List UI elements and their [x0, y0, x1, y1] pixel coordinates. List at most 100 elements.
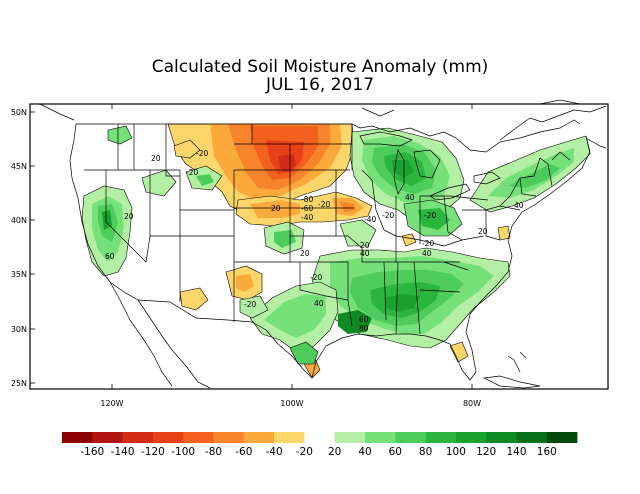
canada-coast-north — [39, 103, 395, 121]
wet-region-michigan-core — [392, 160, 414, 178]
wet-region-kansas-core — [274, 230, 296, 248]
contour-labels: 20 -20 -20 20 60 -80 -60 -40 -20 -40 -20… — [105, 149, 524, 333]
colorbar-swatch — [546, 432, 578, 443]
colorbar-label: -160 — [80, 446, 104, 458]
lake-erie — [429, 183, 471, 201]
bahamas-outline — [507, 351, 527, 373]
wet-region-louisiana — [338, 310, 372, 334]
east-coast — [465, 135, 591, 333]
lat-label-30n: 30N — [11, 325, 27, 334]
lake-huron — [413, 149, 441, 179]
colorbar-label: 60 — [389, 446, 402, 458]
lon-label-100w: 100W — [280, 399, 303, 408]
colorbar-label: -140 — [111, 446, 135, 458]
contour-label: 40 — [514, 201, 524, 210]
map-date: JUL 16, 2017 — [265, 75, 375, 95]
frame-ticks — [30, 104, 473, 389]
wet-region-missouri — [339, 219, 377, 247]
dry-region-florida — [449, 341, 469, 363]
colorbar-swatch — [516, 432, 548, 443]
contour-label: -20 — [186, 168, 198, 177]
colorbar-swatch — [183, 432, 214, 443]
dry-region-new-mexico-40 — [236, 274, 254, 292]
colorbar-swatch — [425, 432, 457, 443]
colorbar-label: 160 — [537, 446, 557, 458]
colorbar-label: 20 — [328, 446, 341, 458]
lat-label-25n: 25N — [11, 379, 27, 388]
map-frame — [29, 103, 609, 390]
colorbar-swatch — [455, 432, 487, 443]
anomaly-fill-layer — [81, 123, 591, 379]
dry-region-arizona — [179, 287, 209, 311]
contour-label: -20 — [382, 211, 394, 220]
contour-label: 60 — [359, 315, 369, 324]
colorbar-swatch — [62, 432, 93, 443]
colorbar-swatch — [304, 432, 335, 443]
lake-superior — [359, 131, 413, 147]
contour-label: 20 — [271, 204, 281, 213]
lon-label-80w: 80W — [463, 399, 481, 408]
lake-ontario — [473, 171, 501, 185]
wet-region-wyoming-core — [196, 174, 214, 186]
longitude-labels: 120W 100W 80W — [100, 399, 481, 408]
dry-region-dakota-core — [278, 154, 296, 172]
contour-label: -20 — [244, 300, 256, 309]
contour-label: 80 — [359, 324, 369, 333]
wet-region-gulf-core — [384, 294, 420, 312]
lon-label-120w: 120W — [100, 399, 123, 408]
contour-label: 60 — [105, 252, 115, 261]
lat-label-35n: 35N — [11, 270, 27, 279]
contour-label: 40 — [405, 193, 415, 202]
colorbar-swatch — [486, 432, 517, 443]
colorbar-label: 120 — [476, 446, 496, 458]
mexico-coast — [109, 281, 211, 389]
cuba-outline — [482, 375, 541, 389]
wet-region-ohio-core — [418, 208, 450, 230]
contour-label: 20 — [300, 249, 310, 258]
wet-region-california-core — [102, 210, 112, 230]
dry-region-iowa-core — [340, 202, 356, 212]
colorbar-swatch — [92, 432, 123, 443]
contour-label: 20 — [124, 212, 134, 221]
colorbar-swatch — [334, 432, 366, 443]
colorbar-swatch — [213, 432, 245, 443]
contour-label: -20 — [424, 211, 436, 220]
wet-region-arizona-east — [239, 295, 269, 319]
dry-region-kentucky — [401, 233, 417, 247]
contour-label: 20 — [360, 241, 370, 250]
colorbar-swatch — [243, 432, 275, 443]
contour-label: 20 — [478, 227, 488, 236]
west-coast — [69, 123, 139, 301]
contour-label: 20 — [151, 154, 161, 163]
contour-label: 40 — [314, 299, 324, 308]
wet-region-texas-40 — [264, 294, 326, 338]
colorbar-label: 40 — [358, 446, 371, 458]
contour-label: -40 — [364, 215, 376, 224]
contour-label: -20 — [196, 149, 208, 158]
contour-label: -20 — [422, 239, 434, 248]
colorbar-label: -40 — [266, 446, 283, 458]
contour-label: -60 — [301, 204, 313, 213]
contour-label: -20 — [310, 273, 322, 282]
colorbar-label: -20 — [296, 446, 313, 458]
us-canada-border — [76, 119, 581, 153]
contour-label: 40 — [422, 249, 432, 258]
wet-region-washington — [107, 125, 133, 145]
state-lines — [84, 124, 571, 335]
contour-label: -20 — [318, 200, 330, 209]
lat-label-45n: 45N — [11, 162, 27, 171]
gulf-coast — [341, 331, 477, 381]
colorbar-label: 80 — [419, 446, 432, 458]
colorbar-swatch — [152, 432, 184, 443]
us-mexico-border — [137, 299, 343, 379]
colorbar-label: -60 — [235, 446, 252, 458]
dry-region-virginia — [497, 225, 511, 241]
lat-label-50n: 50N — [11, 108, 27, 117]
contour-label: -80 — [301, 195, 313, 204]
wet-region-idaho — [141, 169, 177, 197]
dry-region-nevada — [173, 139, 201, 159]
colorbar-swatch — [274, 432, 305, 443]
colorbar-label: -120 — [141, 446, 165, 458]
colorbar: -160 -140 -120 -100 -80 -60 -40 -20 20 40 60 80 100 1… — [62, 432, 578, 458]
